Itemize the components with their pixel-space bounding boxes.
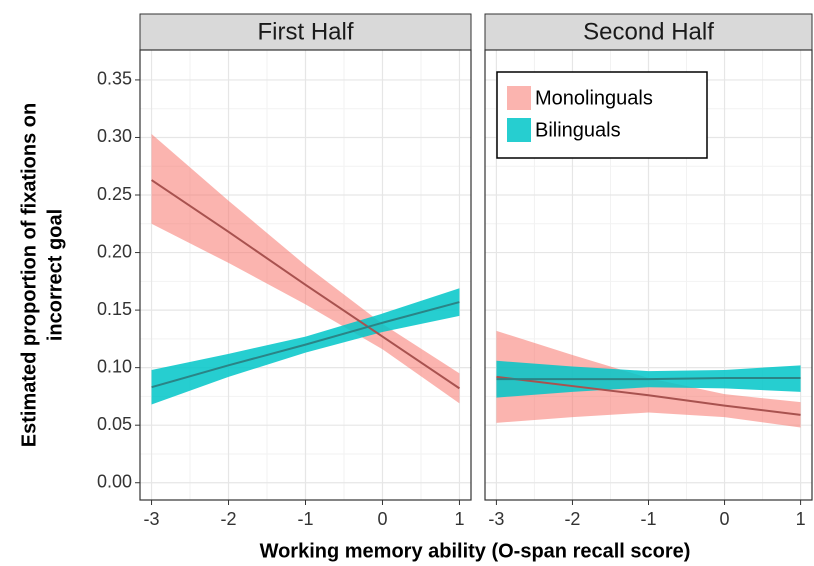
- facet-strip: [139, 13, 472, 51]
- x-tick-label: 0: [720, 509, 730, 529]
- panel-border: [484, 49, 813, 501]
- x-tick-label: -2: [564, 509, 580, 529]
- x-tick-label: -1: [640, 509, 656, 529]
- fit-line: [496, 377, 801, 381]
- y-label-line: Estimated proportion of fixations on: [18, 103, 40, 447]
- facet-title: First Half: [258, 18, 354, 45]
- legend-box: [496, 71, 708, 159]
- y-label-line: incorrect goal: [44, 209, 66, 341]
- x-axis-label: Working memory ability (O-span recall sc…: [260, 540, 691, 562]
- facet-strip: [484, 13, 813, 51]
- y-tick-label: 0.15: [97, 299, 132, 319]
- legend: Monolinguals Bilinguals: [496, 71, 708, 159]
- x-tick-label: -3: [488, 509, 504, 529]
- y-tick-label: 0.10: [97, 356, 132, 376]
- y-tick-label: 0.05: [97, 414, 132, 434]
- y-tick-label: 0.00: [97, 471, 132, 491]
- x-tick-label: -3: [144, 509, 160, 529]
- y-axis-label: Estimated proportion of fixations on inc…: [18, 103, 66, 447]
- x-tick-label: -2: [221, 509, 237, 529]
- y-tick-label: 0.30: [97, 126, 132, 146]
- legend-swatch: [507, 118, 531, 142]
- fit-line: [150, 179, 461, 390]
- facet-title: Second Half: [583, 18, 714, 45]
- panel-border: [139, 49, 472, 501]
- x-tick-label: 1: [796, 509, 806, 529]
- y-tick-label: 0.35: [97, 69, 132, 89]
- y-tick-label: 0.25: [97, 184, 132, 204]
- legend-label: Monolinguals: [535, 87, 653, 109]
- x-tick-label: 1: [454, 509, 464, 529]
- x-tick-label: 0: [377, 509, 387, 529]
- x-tick-label: -1: [297, 509, 313, 529]
- confidence-ribbon: [151, 288, 460, 405]
- y-tick-label: 0.20: [97, 241, 132, 261]
- fit-line: [151, 301, 460, 389]
- legend-swatch: [507, 86, 531, 110]
- legend-label: Bilinguals: [535, 119, 621, 141]
- fit-line: [496, 375, 801, 416]
